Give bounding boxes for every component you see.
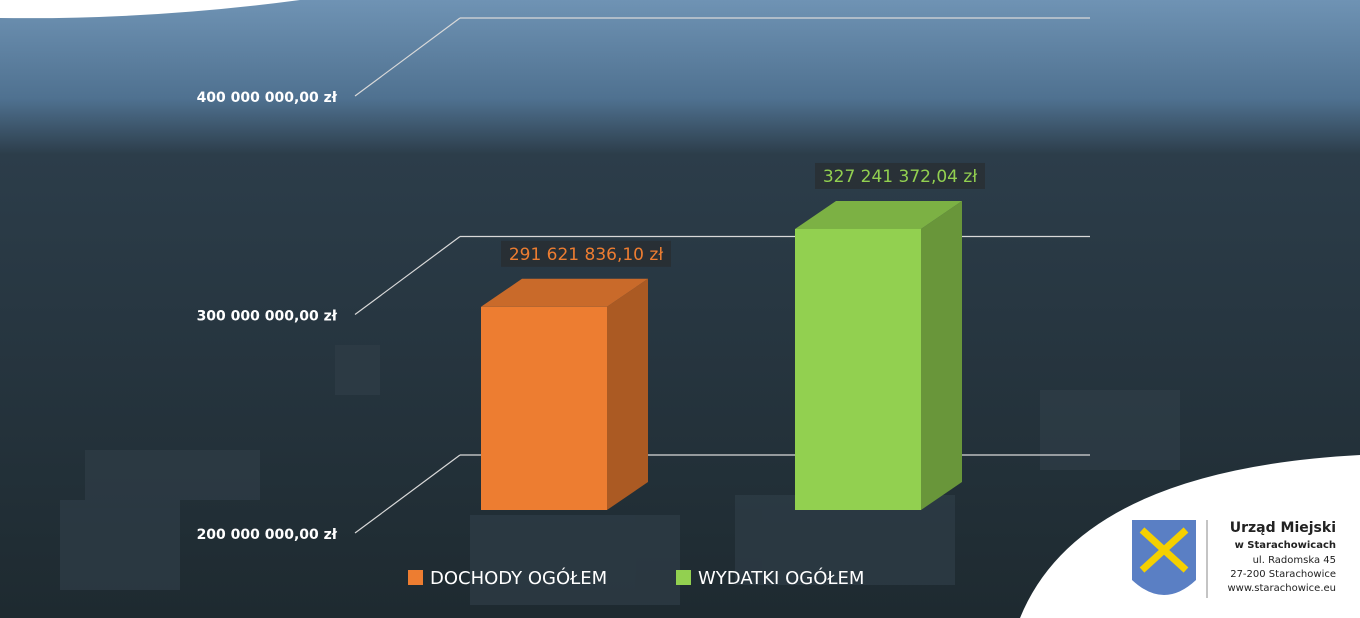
legend-swatch bbox=[408, 570, 423, 585]
bar bbox=[481, 307, 607, 510]
bar bbox=[795, 229, 921, 510]
bar-side bbox=[607, 279, 648, 510]
y-tick-label: 400 000 000,00 zł bbox=[197, 90, 338, 106]
legend-label: DOCHODY OGÓŁEM bbox=[430, 567, 607, 589]
logo-name: Urząd Miejski bbox=[1230, 520, 1336, 536]
logo-city: 27-200 Starachowice bbox=[1230, 569, 1336, 580]
logo-street: ul. Radomska 45 bbox=[1253, 555, 1336, 566]
logo-web: www.starachowice.eu bbox=[1227, 583, 1336, 594]
y-tick-label: 300 000 000,00 zł bbox=[197, 309, 338, 325]
bar-side bbox=[921, 201, 962, 510]
value-label: 291 621 836,10 zł bbox=[509, 245, 664, 265]
legend-label: WYDATKI OGÓŁEM bbox=[698, 567, 864, 589]
y-tick-label: 200 000 000,00 zł bbox=[197, 527, 338, 543]
legend-swatch bbox=[676, 570, 691, 585]
page: {"chart_data": {"type": "bar", "categori… bbox=[0, 0, 1360, 618]
value-label: 327 241 372,04 zł bbox=[823, 167, 978, 187]
chart: 200 000 000,00 zł 300 000 000,00 zł 400 00… bbox=[0, 0, 1360, 618]
logo-place: w Starachowicach bbox=[1235, 540, 1336, 551]
